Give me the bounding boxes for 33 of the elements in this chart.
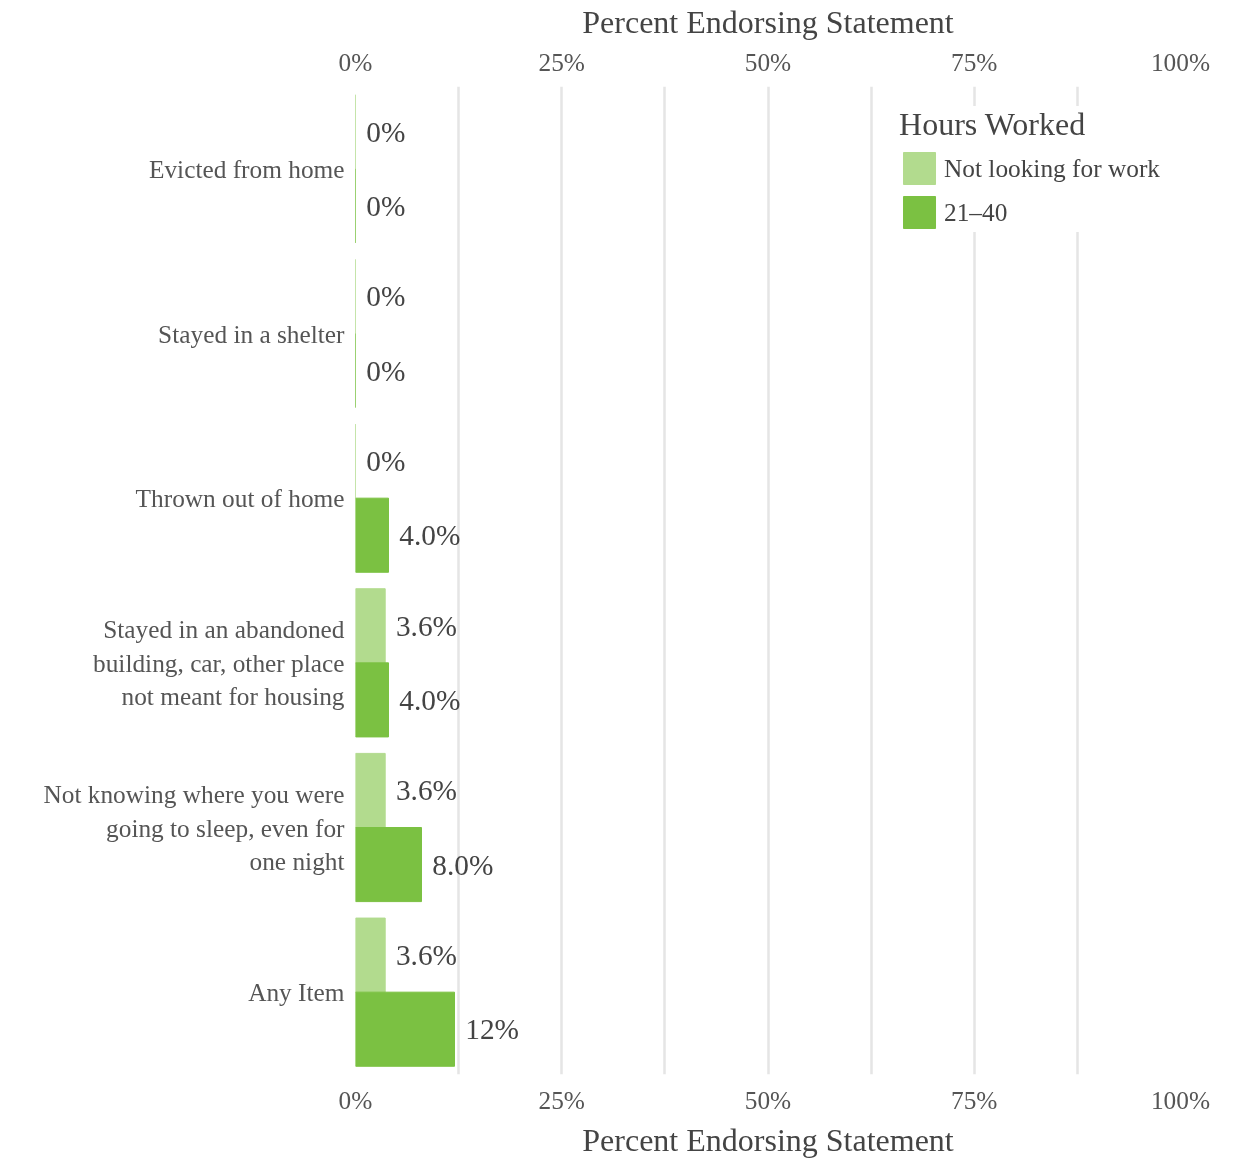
data-label: 0% [366,189,406,222]
data-label: 4.0% [399,519,461,552]
y-tick-label: Evicted from home [148,154,345,183]
data-label: 0% [366,445,406,478]
y-tick-label: Not knowing where you were going to sleep, even for one night [43,779,346,876]
legend-label: 21–40 [944,197,1008,227]
data-label: 3.6% [395,939,458,972]
x2-axis-title: Percent Endorsing Statement [582,1121,954,1158]
x-tick-label: 25% [538,47,585,76]
x-tick-label: 50% [744,47,792,76]
y-tick-label: Stayed in a shelter [158,319,346,348]
x2-tick-label: 75% [951,1085,998,1114]
legend-title: Hours Worked [899,106,1087,143]
legend-label: Not looking for work [944,153,1160,183]
data-label: 3.6% [395,774,458,807]
data-label: 12% [465,1013,519,1046]
x-axis-title: Percent Endorsing Statement [582,3,954,40]
y-tick-label: Stayed in an abandoned building, car, other place not meant for housing [93,615,345,711]
x-tick-label: 100% [1150,47,1211,76]
x2-tick-label: 100% [1150,1085,1211,1114]
data-label: 3.6% [395,609,458,642]
x2-tick-label: 25% [538,1085,585,1114]
x-tick-label: 75% [951,47,998,76]
x2-tick-label: 50% [744,1085,792,1114]
data-label: 8.0% [432,848,494,881]
data-label: 0% [366,354,406,387]
y-tick-label: Any Item [248,978,345,1007]
y-tick-label: Thrown out of home [135,484,345,513]
data-label: 0% [366,280,406,313]
data-label: 4.0% [399,683,461,716]
x-tick-label: 0% [338,47,373,76]
data-label: 0% [366,115,406,148]
x2-tick-label: 0% [338,1085,373,1114]
